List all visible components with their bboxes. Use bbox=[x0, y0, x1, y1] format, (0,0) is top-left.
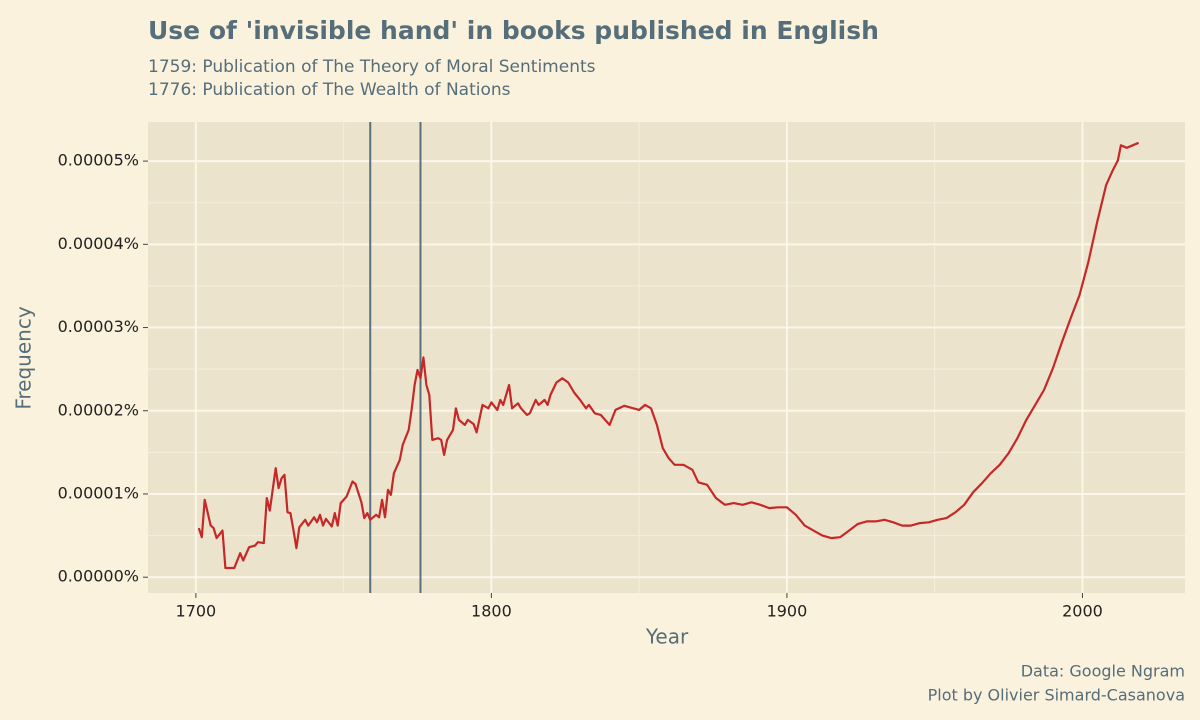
y-tick-label: 0.00001% bbox=[58, 483, 139, 502]
x-tick-label: 1700 bbox=[176, 602, 217, 621]
x-axis-title: Year bbox=[645, 625, 689, 649]
y-tick-label: 0.00002% bbox=[58, 400, 139, 419]
caption: Data: Google Ngram bbox=[1021, 662, 1185, 681]
y-tick-label: 0.00004% bbox=[58, 234, 139, 253]
y-tick-label: 0.00000% bbox=[58, 567, 139, 586]
data-line bbox=[197, 141, 1140, 570]
x-tick-label: 2000 bbox=[1062, 602, 1103, 621]
y-tick-label: 0.00005% bbox=[58, 151, 139, 170]
chart-title: Use of 'invisible hand' in books publish… bbox=[148, 16, 879, 45]
y-tick-label: 0.00003% bbox=[58, 317, 139, 336]
x-tick-label: 1800 bbox=[471, 602, 512, 621]
chart-subtitle: 1776: Publication of The Wealth of Natio… bbox=[148, 80, 511, 100]
chart-subtitle: 1759: Publication of The Theory of Moral… bbox=[148, 57, 596, 77]
y-axis-title: Frequency bbox=[12, 306, 36, 409]
caption: Plot by Olivier Simard-Casanova bbox=[928, 686, 1185, 705]
x-tick-label: 1900 bbox=[767, 602, 808, 621]
